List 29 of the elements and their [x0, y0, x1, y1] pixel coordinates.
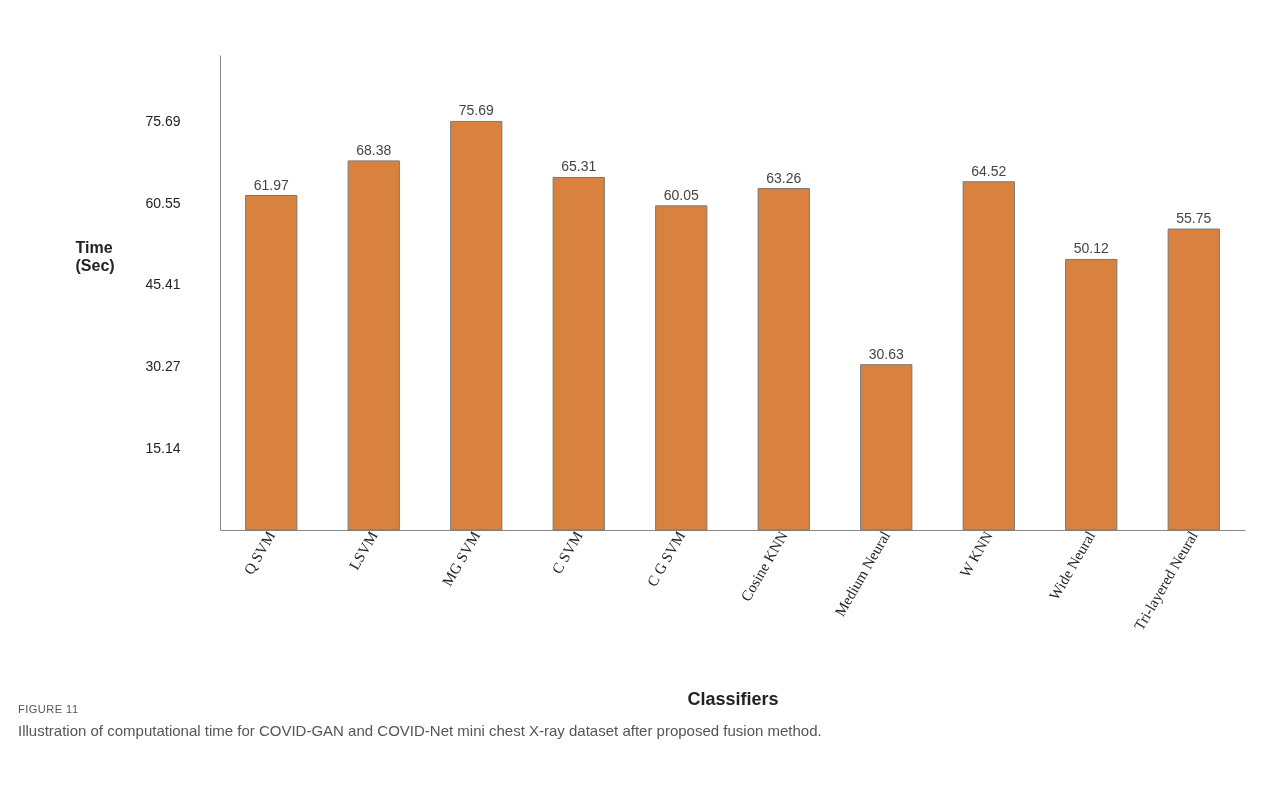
bar: [552, 176, 605, 531]
y-tick-label: 45.41: [145, 276, 181, 293]
y-tick-label: 60.55: [145, 194, 181, 211]
bar: [245, 195, 298, 531]
data-label: 30.63: [868, 345, 904, 362]
bar: [1065, 258, 1118, 531]
bar: [962, 181, 1015, 531]
data-label: 61.97: [253, 176, 289, 193]
data-label: 63.26: [766, 169, 802, 186]
x-axis-title: Classifiers: [687, 688, 779, 709]
text: Illustration of computational time for COVID-GAN and COVID-Net mini chest X-ray dataset after proposed fusion method.: [18, 722, 822, 739]
bar: [860, 364, 913, 531]
caption: FIGURE 11: [18, 703, 79, 715]
y-tick-label: 30.27: [145, 358, 181, 375]
bar: [1167, 228, 1220, 531]
y-tick-label: 75.69: [145, 112, 181, 129]
data-label: 55.75: [1176, 210, 1212, 227]
data-label: 68.38: [356, 141, 392, 158]
y-tick-label: 15.14: [145, 439, 181, 456]
y-axis-title: Time (Sec): [75, 238, 115, 274]
bar: [757, 188, 810, 531]
data-label: 60.05: [663, 186, 699, 203]
data-label: 65.31: [561, 158, 597, 175]
bar: [450, 120, 503, 531]
data-label: 75.69: [458, 102, 494, 119]
data-label: 64.52: [971, 162, 1007, 179]
bar: [655, 205, 708, 531]
data-label: 50.12: [1073, 240, 1109, 257]
bar: [347, 160, 400, 531]
